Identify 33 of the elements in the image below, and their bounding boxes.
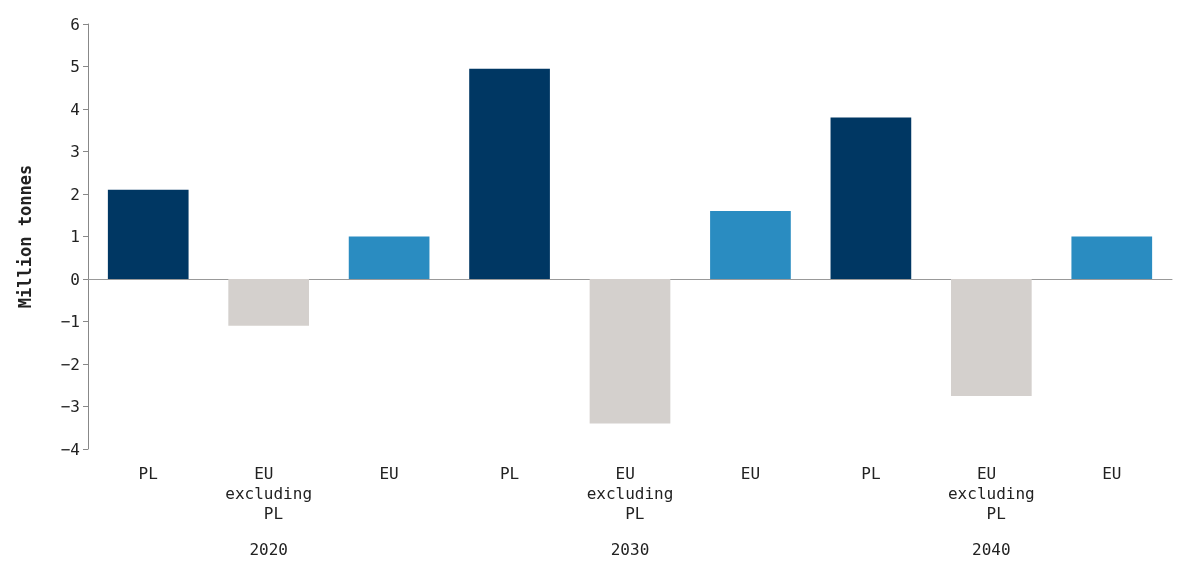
- bar: [107, 189, 189, 279]
- x-tick-label: EU excluding PL: [586, 463, 674, 523]
- y-tick-label: −2: [60, 354, 80, 374]
- bar: [710, 211, 791, 279]
- text: 2030: [610, 539, 650, 559]
- text: 2020: [249, 539, 288, 559]
- y-tick-label: 6: [70, 14, 80, 34]
- bar: [589, 279, 671, 424]
- x-tick-label: EU excluding PL: [225, 463, 313, 523]
- x-tick-label: PL: [499, 463, 520, 483]
- bar: [830, 117, 912, 279]
- x-tick-label: PL: [138, 463, 158, 483]
- x-tick-label: EU: [379, 463, 399, 483]
- y-axis-title: Million tonnes: [14, 164, 35, 309]
- y-tick-label: 3: [70, 142, 80, 161]
- y-tick-label: −1: [60, 312, 80, 331]
- bar: [228, 279, 310, 326]
- y-tick-label: 4: [70, 99, 80, 119]
- y-tick-label: 5: [70, 57, 80, 76]
- x-tick-label: EU: [1102, 463, 1122, 483]
- y-tick-label: −3: [60, 397, 80, 416]
- text: 2040: [972, 539, 1011, 559]
- y-tick-label: 1: [70, 227, 80, 246]
- bar: [469, 68, 550, 279]
- bar: [348, 236, 430, 279]
- y-tick-label: 0: [70, 269, 80, 289]
- bar: [1071, 236, 1153, 279]
- x-tick-label: EU excluding PL: [947, 463, 1035, 523]
- y-tick-label: 2: [70, 184, 80, 204]
- x-tick-label: EU: [740, 463, 761, 483]
- bar: [950, 279, 1032, 396]
- x-tick-label: PL: [861, 463, 881, 483]
- y-tick-label: −4: [60, 439, 80, 459]
